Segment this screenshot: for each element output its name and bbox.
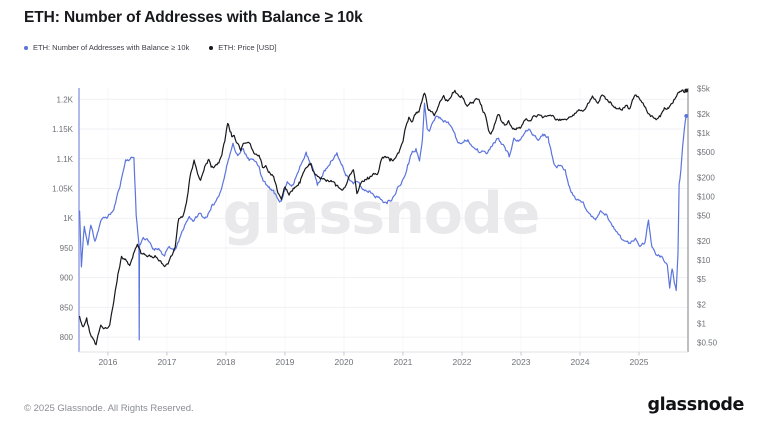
series-end-dot-price — [684, 88, 689, 93]
svg-text:$2k: $2k — [697, 110, 711, 119]
page-title: ETH: Number of Addresses with Balance ≥ … — [24, 9, 363, 26]
glassnode-wordmark: glassnode — [647, 395, 745, 415]
svg-text:$1k: $1k — [697, 129, 711, 138]
svg-text:900: 900 — [60, 274, 74, 283]
svg-text:1.05K: 1.05K — [52, 184, 74, 193]
svg-text:$5: $5 — [697, 275, 706, 284]
svg-text:950: 950 — [60, 244, 74, 253]
svg-text:2020: 2020 — [335, 357, 354, 367]
svg-text:850: 850 — [60, 303, 74, 312]
svg-text:2017: 2017 — [157, 357, 176, 367]
svg-text:$200: $200 — [697, 173, 715, 182]
series-line-addresses — [79, 102, 687, 341]
svg-text:$100: $100 — [697, 193, 715, 202]
svg-text:2016: 2016 — [98, 357, 117, 367]
svg-text:800: 800 — [60, 333, 74, 342]
legend-item-price[interactable]: ETH: Price [USD] — [209, 43, 277, 52]
legend-label-addresses: ETH: Number of Addresses with Balance ≥ … — [33, 43, 190, 52]
svg-text:1.15K: 1.15K — [52, 125, 74, 134]
svg-text:$20: $20 — [697, 237, 711, 246]
svg-text:2025: 2025 — [630, 357, 649, 367]
axis-lines — [78, 88, 689, 356]
svg-text:1K: 1K — [63, 214, 73, 223]
svg-text:$10: $10 — [697, 256, 711, 265]
svg-text:1.2K: 1.2K — [57, 95, 74, 104]
legend-item-addresses[interactable]: ETH: Number of Addresses with Balance ≥ … — [24, 43, 189, 52]
svg-text:2022: 2022 — [453, 357, 472, 367]
plot-area[interactable] — [79, 88, 688, 352]
axis-labels: 2016 2017 2018 2019 2020 2021 2022 2023 2024 2025… — [52, 85, 717, 367]
svg-text:2019: 2019 — [275, 357, 294, 367]
series-end-dot-addresses — [684, 114, 689, 118]
svg-text:2023: 2023 — [512, 357, 531, 367]
series-layer — [79, 88, 689, 346]
svg-text:$50: $50 — [697, 212, 711, 221]
watermark-text: glassnode — [223, 181, 540, 247]
svg-text:$500: $500 — [697, 148, 715, 157]
chart-legend: ETH: Number of Addresses with Balance ≥ … — [24, 43, 277, 52]
svg-text:2018: 2018 — [216, 357, 235, 367]
copyright-text: © 2025 Glassnode. All Rights Reserved. — [24, 403, 194, 414]
watermark-layer: glassnode — [223, 181, 541, 247]
svg-text:$5k: $5k — [697, 85, 711, 94]
svg-text:2024: 2024 — [571, 357, 590, 367]
svg-text:1.1K: 1.1K — [57, 155, 74, 164]
svg-text:$2: $2 — [697, 300, 706, 309]
legend-dot-price-icon — [209, 45, 214, 50]
svg-text:$1: $1 — [697, 320, 706, 329]
series-line-price — [79, 89, 687, 346]
svg-text:$0.50: $0.50 — [697, 339, 718, 348]
legend-label-price: ETH: Price [USD] — [218, 43, 277, 52]
legend-dot-addresses-icon — [24, 45, 28, 50]
svg-text:2021: 2021 — [394, 357, 413, 367]
